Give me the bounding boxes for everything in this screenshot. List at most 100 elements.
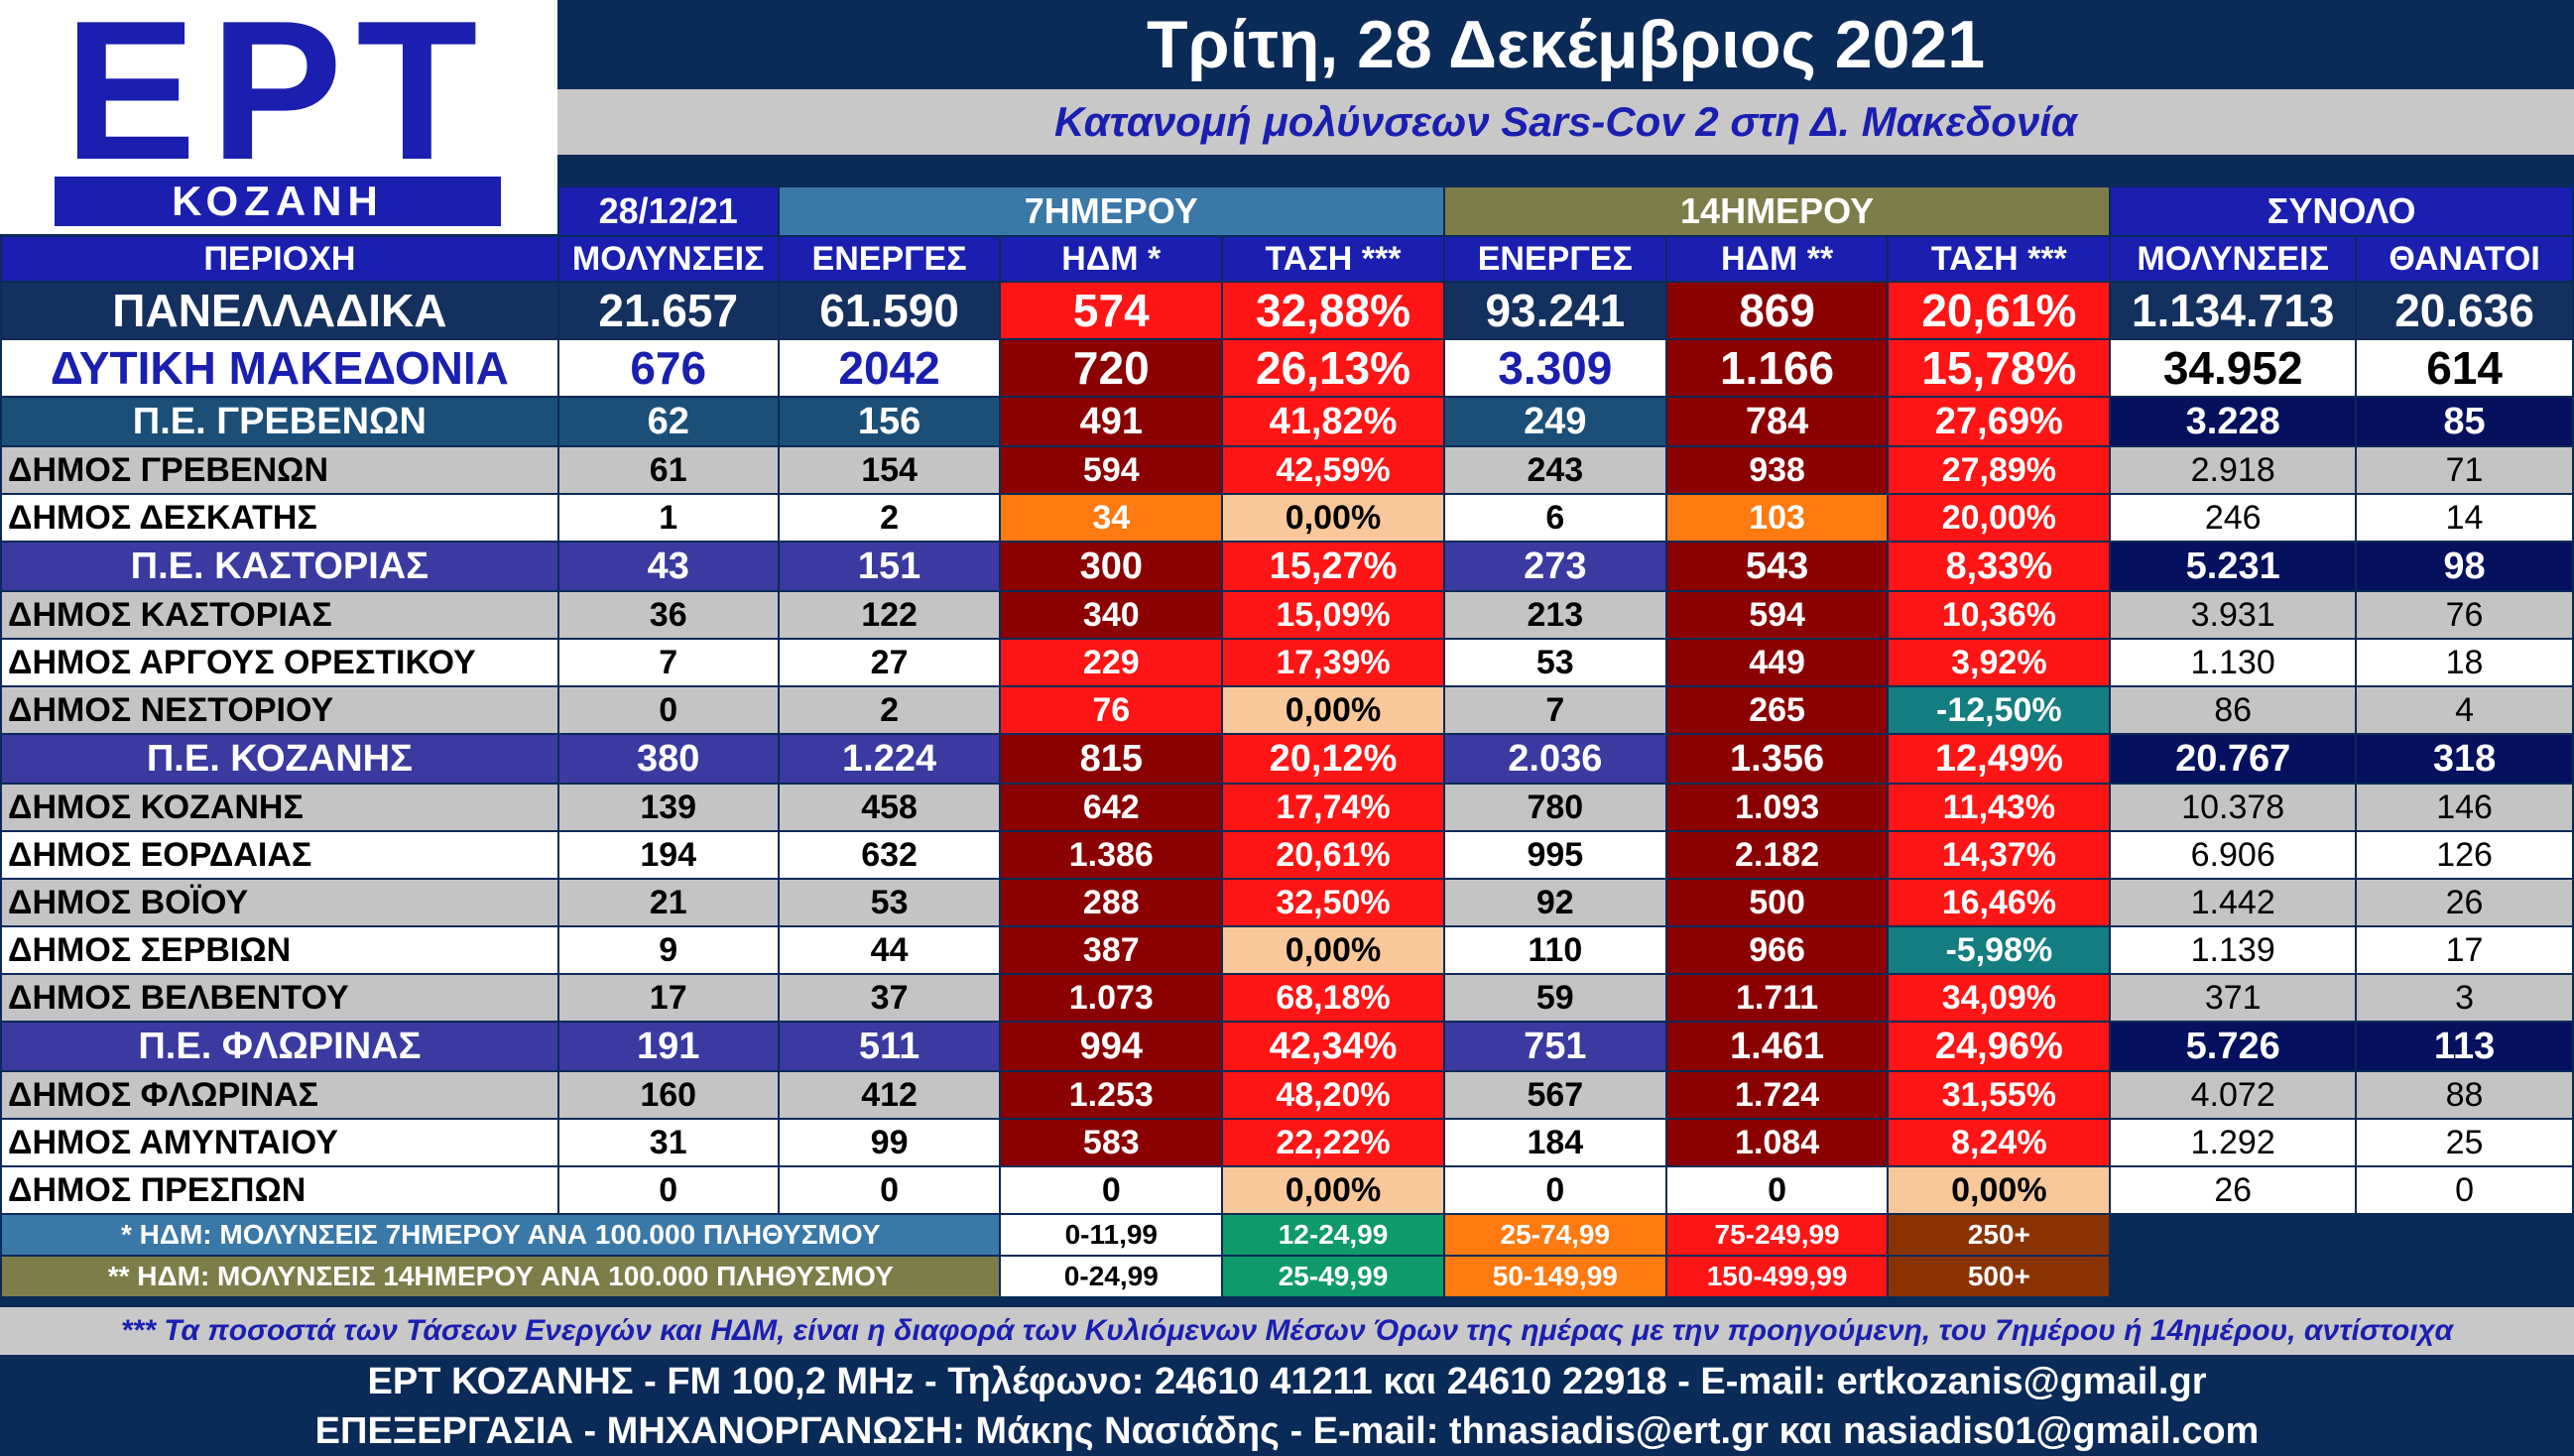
table-cell: 2 (777, 685, 1002, 735)
logo-sub-text: ΚΟΖΑΝΗ (55, 177, 501, 226)
table-cell: 1.134.713 (2109, 281, 2358, 340)
table-row: ΔΗΜΟΣ ΓΡΕΒΕΝΩΝ 61 154 594 42,59% 243 938 27,89%… (0, 445, 2574, 495)
table-cell: 3.309 (1442, 338, 1667, 398)
logo-main-text: ΕΡΤ (63, 0, 492, 201)
table-cell: 500 (1664, 878, 1890, 927)
table-cell: 3.228 (2109, 396, 2358, 447)
table-row: ΔΗΜΟΣ ΔΕΣΚΑΤΗΣ 1 2 34 0,00% 6 103 20,00% 246 14 (0, 493, 2574, 543)
table-cell: 44 (777, 925, 1002, 975)
table-cell: 249 (1442, 396, 1667, 447)
table-row: ΔΗΜΟΣ ΚΑΣΤΟΡΙΑΣ 36 122 340 15,09% 213 594 10,36… (0, 590, 2574, 640)
legend-range: 250+ (1887, 1213, 2112, 1257)
table-cell: 34,09% (1887, 973, 2112, 1023)
table-cell: 98 (2355, 541, 2574, 592)
table-cell: 59 (1442, 973, 1667, 1023)
table-cell: 20.636 (2355, 281, 2574, 340)
table-cell: 300 (999, 541, 1224, 592)
ert-logo: ΕΡΤ ΚΟΖΑΝΗ (0, 0, 557, 234)
header-columns-row: ΠΕΡΙΟΧΗ ΜΟΛΥΝΣΕΙΣ ΕΝΕΡΓΕΣ ΗΔΜ * ΤΑΣΗ ***… (0, 235, 2574, 283)
table-cell: 2 (777, 493, 1002, 543)
table-cell: 15,78% (1887, 338, 2112, 398)
header-empty-cell (1, 186, 558, 236)
row-area-name: ΔΗΜΟΣ ΠΡΕΣΠΩΝ (0, 1165, 559, 1215)
table-cell: 387 (999, 925, 1224, 975)
table-cell: 68,18% (1221, 973, 1445, 1023)
table-cell: 318 (2355, 733, 2574, 785)
table-cell: 26,13% (1221, 338, 1445, 398)
table-row: Π.Ε. ΓΡΕΒΕΝΩΝ 62 156 491 41,82% 249 784 27,69% 3… (0, 396, 2574, 447)
table-cell: 122 (777, 590, 1002, 640)
group-7-day: 7ΗΜΕΡΟΥ (777, 185, 1445, 237)
col-header-trend-14: ΤΑΣΗ *** (1887, 235, 2112, 283)
table-cell: 1.711 (1664, 973, 1890, 1023)
table-row: ΔΗΜΟΣ ΒΕΛΒΕΝΤΟΥ 17 37 1.073 68,18% 59 1.711 34,… (0, 973, 2574, 1023)
table-cell: 27,69% (1887, 396, 2112, 447)
table-cell: 42,59% (1221, 445, 1445, 495)
table-cell: 151 (777, 541, 1002, 592)
legend-range: 150-499,99 (1664, 1255, 1890, 1298)
table-cell: 0 (777, 1165, 1002, 1215)
table-cell: 6.906 (2109, 830, 2358, 880)
table-cell: 154 (777, 445, 1002, 495)
table-cell: 184 (1442, 1118, 1667, 1167)
table-row: ΠΑΝΕΛΛΑΔΙΚΑ 21.657 61.590 574 32,88% 93.241 86… (0, 281, 2574, 340)
table-cell: 32,50% (1221, 878, 1445, 927)
table-cell: 1.224 (777, 733, 1002, 785)
table-body: ΠΑΝΕΛΛΑΔΙΚΑ 21.657 61.590 574 32,88% 93.241 86… (0, 281, 2574, 1215)
table-cell: 583 (999, 1118, 1224, 1167)
table-cell: 0,00% (1887, 1165, 2112, 1215)
table-cell: 815 (999, 733, 1224, 785)
table-cell: 36 (556, 590, 780, 640)
legend-range: 0-24,99 (999, 1255, 1224, 1298)
table-cell: 14,37% (1887, 830, 2112, 880)
table-cell: 246 (2109, 493, 2358, 543)
table-cell: 160 (556, 1070, 780, 1120)
table-cell: 191 (556, 1021, 780, 1072)
table-cell: 48,20% (1221, 1070, 1445, 1120)
col-header-infections: ΜΟΛΥΝΣΕΙΣ (556, 235, 780, 283)
table-cell: 2.182 (1664, 830, 1890, 880)
row-area-name: ΔΗΜΟΣ ΣΕΡΒΙΩΝ (0, 925, 559, 975)
table-cell: 3 (2355, 973, 2574, 1023)
table-cell: 7 (1442, 685, 1667, 735)
table-cell: 10,36% (1887, 590, 2112, 640)
table-cell: 1.253 (999, 1070, 1224, 1120)
table-cell: 53 (1442, 638, 1667, 687)
table-cell: 0 (556, 685, 780, 735)
table-cell: 8,24% (1887, 1118, 2112, 1167)
table-cell: 642 (999, 783, 1224, 832)
row-area-name: ΔΗΜΟΣ ΦΛΩΡΙΝΑΣ (0, 1070, 559, 1120)
table-cell: 594 (1664, 590, 1890, 640)
table-cell: 1.166 (1664, 338, 1890, 398)
row-area-name: ΔΥΤΙΚΗ ΜΑΚΕΔΟΝΙΑ (0, 338, 559, 398)
legend-row-7: * ΗΔΜ: ΜΟΛΥΝΣΕΙΣ 7ΗΜΕΡΟΥ ΑΝΑ 100.000 ΠΛΗ… (0, 1213, 2574, 1257)
table-cell: 34 (999, 493, 1224, 543)
table-row: ΔΗΜΟΣ ΦΛΩΡΙΝΑΣ 160 412 1.253 48,20% 567 1.724 3… (0, 1070, 2574, 1120)
table-cell: 4.072 (2109, 1070, 2358, 1120)
col-header-trend-7: ΤΑΣΗ *** (1221, 235, 1445, 283)
table-cell: 780 (1442, 783, 1667, 832)
row-area-name: ΔΗΜΟΣ ΔΕΣΚΑΤΗΣ (0, 493, 559, 543)
table-row: Π.Ε. ΚΟΖΑΝΗΣ 380 1.224 815 20,12% 2.036 1.356 1… (0, 733, 2574, 785)
table-cell: 5.231 (2109, 541, 2358, 592)
legend-range: 75-249,99 (1664, 1213, 1890, 1257)
table-cell: 17,39% (1221, 638, 1445, 687)
row-area-name: ΔΗΜΟΣ ΕΟΡΔΑΙΑΣ (0, 830, 559, 880)
legend-row-14: ** ΗΔΜ: ΜΟΛΥΝΣΕΙΣ 14ΗΜΕΡΟΥ ΑΝΑ 100.000 Π… (0, 1255, 2574, 1298)
row-area-name: ΠΑΝΕΛΛΑΔΙΚΑ (0, 281, 559, 340)
table-cell: 24,96% (1887, 1021, 2112, 1072)
table-cell: 88 (2355, 1070, 2574, 1120)
date-label: 28/12/21 (556, 185, 780, 237)
table-cell: 1.386 (999, 830, 1224, 880)
table-row: ΔΥΤΙΚΗ ΜΑΚΕΔΟΝΙΑ 676 2042 720 26,13% 3.309 1.1… (0, 338, 2574, 398)
table-cell: 14 (2355, 493, 2574, 543)
table-cell: 1.292 (2109, 1118, 2358, 1167)
table-cell: 458 (777, 783, 1002, 832)
table-cell: 76 (2355, 590, 2574, 640)
table-cell: 146 (2355, 783, 2574, 832)
table-cell: 18 (2355, 638, 2574, 687)
covid-table: 28/12/21 7ΗΜΕΡΟΥ 14ΗΜΕΡΟΥ ΣΥΝΟΛΟ ΠΕΡΙΟΧΗ… (0, 185, 2574, 1298)
table-row: Π.Ε. ΚΑΣΤΟΡΙΑΣ 43 151 300 15,27% 273 543 8,33% 5… (0, 541, 2574, 592)
col-header-total-infections: ΜΟΛΥΝΣΕΙΣ (2109, 235, 2358, 283)
table-cell: 20,61% (1887, 281, 2112, 340)
